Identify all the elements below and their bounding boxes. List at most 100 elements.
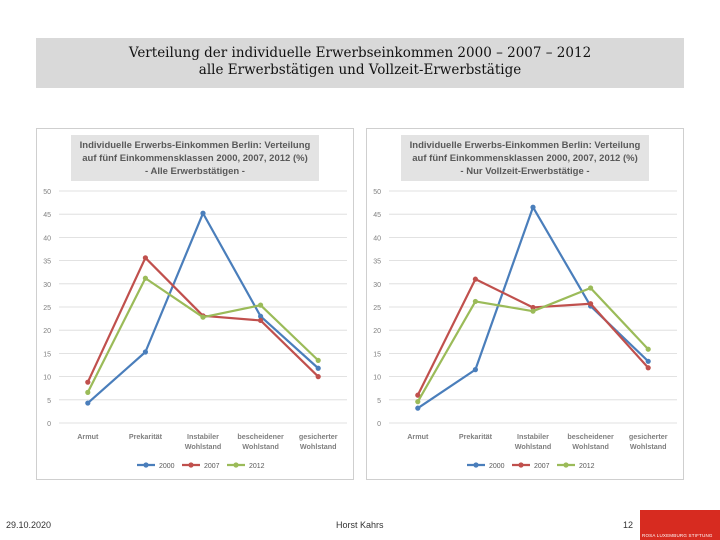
x-category-label: Armut <box>77 432 99 441</box>
legend-label-2000: 2000 <box>489 463 505 470</box>
legend-marker-2012 <box>233 462 239 468</box>
data-point-2012 <box>530 308 536 314</box>
data-point-2007 <box>530 304 536 311</box>
x-category-label: Instabiler <box>187 432 219 441</box>
y-tick-label: 0 <box>377 421 381 428</box>
data-point-2007 <box>415 392 421 398</box>
y-tick-label: 5 <box>47 398 51 405</box>
page-number: 12 <box>623 520 634 530</box>
data-point-2012 <box>472 298 478 305</box>
y-tick-label: 25 <box>43 305 51 312</box>
x-category-label: Prekarität <box>129 432 163 441</box>
y-tick-label: 25 <box>373 305 381 312</box>
data-point-2000 <box>85 400 91 406</box>
data-point-2007 <box>315 374 321 380</box>
y-tick-label: 50 <box>43 189 51 196</box>
legend-label-2007: 2007 <box>534 463 550 470</box>
legend-marker-2007 <box>518 462 524 468</box>
data-point-2007 <box>142 255 148 261</box>
legend-label-2007: 2007 <box>204 463 220 470</box>
data-point-2012 <box>200 314 206 320</box>
logo-text: ROSA LUXEMBURG STIFTUNG <box>642 533 713 538</box>
series-line-2007 <box>416 278 650 396</box>
chart-title-line: Individuelle Erwerbs-Einkommen Berlin: V… <box>80 140 311 151</box>
chart-title-background <box>71 135 319 181</box>
data-point-2012 <box>415 399 421 405</box>
y-tick-label: 40 <box>373 235 381 242</box>
y-tick-label: 40 <box>43 235 51 242</box>
chart-title-background <box>401 135 649 181</box>
data-point-2000 <box>200 210 206 216</box>
chart-title-line: - Nur Vollzeit-Erwerbstätige - <box>460 166 589 177</box>
legend-marker-2012 <box>563 462 569 468</box>
x-category-label: Wohlstand <box>185 442 222 451</box>
y-tick-label: 30 <box>373 282 381 289</box>
data-point-2012 <box>142 275 148 281</box>
chart-title-line: auf fünf Einkommensklassen 2000, 2007, 2… <box>412 153 637 164</box>
y-tick-label: 35 <box>373 259 381 266</box>
y-tick-label: 20 <box>373 328 381 335</box>
legend-marker-2007 <box>188 462 194 468</box>
footer-author: Horst Kahrs <box>336 520 384 530</box>
y-tick-label: 15 <box>373 351 381 358</box>
data-point-2007 <box>645 365 651 371</box>
slide-title-line2: alle Erwerbstätigen und Vollzeit-Erwerbs… <box>198 62 522 78</box>
y-tick-label: 15 <box>43 351 51 358</box>
x-category-label: gesicherter <box>299 432 338 441</box>
legend-label-2012: 2012 <box>249 463 265 470</box>
data-point-2000 <box>472 367 478 373</box>
legend-marker-2000 <box>143 462 149 468</box>
data-point-2000 <box>142 349 148 355</box>
data-point-2000 <box>645 358 651 364</box>
data-point-2000 <box>530 204 536 210</box>
chart-title-line: auf fünf Einkommensklassen 2000, 2007, 2… <box>82 153 307 164</box>
chart-title-line: Individuelle Erwerbs-Einkommen Berlin: V… <box>410 140 641 151</box>
footer-date: 29.10.2020 <box>6 520 52 530</box>
x-category-label: Wohlstand <box>242 442 279 451</box>
line-chart-fulltime-workers: Individuelle Erwerbs-Einkommen Berlin: V… <box>373 135 677 470</box>
x-category-label: Wohlstand <box>515 442 552 451</box>
series-line-2012 <box>86 277 319 393</box>
x-category-label: Wohlstand <box>572 442 609 451</box>
y-tick-label: 20 <box>43 328 51 335</box>
slide-title: Verteilung der individuelle Erwerbseinko… <box>36 38 684 88</box>
legend-label-2000: 2000 <box>159 463 175 470</box>
data-point-2007 <box>472 276 478 282</box>
foundation-logo: ROSA LUXEMBURG STIFTUNG <box>640 510 720 540</box>
data-point-2007 <box>258 317 264 324</box>
y-tick-label: 30 <box>43 282 51 289</box>
data-point-2000 <box>258 313 264 319</box>
data-point-2012 <box>315 357 321 363</box>
data-point-2012 <box>645 346 651 352</box>
y-tick-label: 50 <box>373 189 381 196</box>
data-point-2007 <box>588 301 594 307</box>
y-tick-label: 45 <box>373 212 381 219</box>
x-category-label: Prekarität <box>459 432 493 441</box>
x-category-label: gesicherter <box>629 432 668 441</box>
y-tick-label: 45 <box>43 212 51 219</box>
y-tick-label: 0 <box>47 421 51 428</box>
chart-panel-all-workers: Individuelle Erwerbs-Einkommen Berlin: V… <box>36 128 354 480</box>
x-category-label: bescheidener <box>237 432 284 441</box>
slide-title-line1: Verteilung der individuelle Erwerbseinko… <box>128 45 592 61</box>
chart-panel-fulltime-workers: Individuelle Erwerbs-Einkommen Berlin: V… <box>366 128 684 480</box>
data-point-2000 <box>415 405 421 411</box>
x-category-label: Instabiler <box>517 432 549 441</box>
x-category-label: Armut <box>407 432 429 441</box>
data-point-2007 <box>85 379 91 385</box>
x-category-label: Wohlstand <box>630 442 667 451</box>
y-tick-label: 10 <box>43 375 51 382</box>
data-point-2000 <box>315 365 321 371</box>
x-category-label: Wohlstand <box>300 442 337 451</box>
series-line-2007 <box>86 256 319 383</box>
y-tick-label: 35 <box>43 259 51 266</box>
x-category-label: bescheidener <box>567 432 614 441</box>
data-point-2012 <box>85 389 91 395</box>
data-point-2012 <box>258 302 264 308</box>
legend-marker-2000 <box>473 462 479 468</box>
y-tick-label: 10 <box>373 375 381 382</box>
legend-label-2012: 2012 <box>579 463 595 470</box>
chart-title-line: - Alle Erwerbstätigen - <box>145 166 245 177</box>
line-chart-all-workers: Individuelle Erwerbs-Einkommen Berlin: V… <box>43 135 347 470</box>
data-point-2012 <box>588 285 594 291</box>
